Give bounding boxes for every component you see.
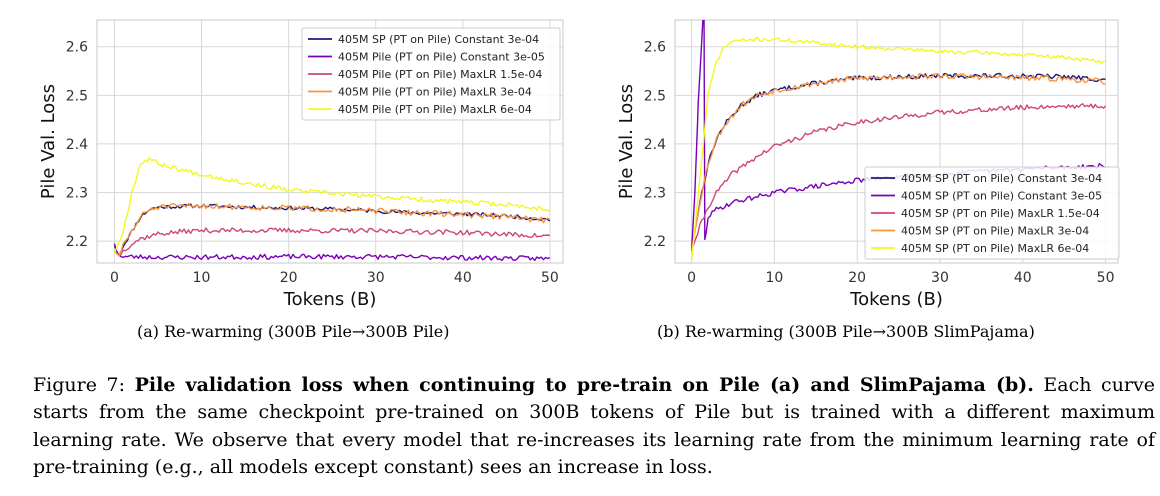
x-tick-label: 40 xyxy=(454,270,472,286)
legend-entry: 405M Pile (PT on Pile) MaxLR 1.5e-04 xyxy=(338,68,542,81)
y-tick-label: 2.6 xyxy=(66,40,88,56)
y-tick-label: 2.4 xyxy=(66,137,88,153)
chart-b: 0 10 20 30 40 50 2.2 2.3 2.4 2.5 2.6 Tokens (B) Pile… xyxy=(616,19,1120,310)
x-tick-label: 10 xyxy=(765,270,783,286)
x-axis-label: Tokens (B) xyxy=(849,289,943,310)
series-line xyxy=(113,202,551,257)
y-tick-label: 2.2 xyxy=(66,234,88,250)
legend-entry: 405M SP (PT on Pile) Constant 3e-04 xyxy=(338,33,539,46)
series-line xyxy=(690,72,1106,251)
y-tick-label: 2.5 xyxy=(644,88,666,104)
y-axis-label: Pile Val. Loss xyxy=(616,84,637,199)
x-tick-label: 0 xyxy=(110,270,119,286)
y-tick-label: 2.2 xyxy=(644,234,666,250)
legend-entry: 405M Pile (PT on Pile) MaxLR 3e-04 xyxy=(338,86,532,99)
legend: 405M SP (PT on Pile) Constant 3e-04 405M … xyxy=(301,27,561,121)
series-line xyxy=(113,157,551,254)
x-tick-label: 20 xyxy=(848,270,866,286)
legend-entry: 405M SP (PT on Pile) MaxLR 6e-04 xyxy=(901,242,1089,255)
x-tick-label: 30 xyxy=(367,270,385,286)
legend-entry: 405M SP (PT on Pile) Constant 3e-05 xyxy=(901,190,1102,203)
legend: 405M SP (PT on Pile) Constant 3e-04 405M … xyxy=(864,166,1120,260)
series-line xyxy=(690,36,1106,261)
legend-box xyxy=(301,27,561,121)
x-tick-label: 30 xyxy=(931,270,949,286)
x-axis-label: Tokens (B) xyxy=(283,289,377,310)
x-tick-label: 0 xyxy=(687,270,696,286)
legend-box xyxy=(864,166,1120,260)
y-tick-label: 2.4 xyxy=(644,137,666,153)
y-tick-label: 2.5 xyxy=(66,88,88,104)
series-line xyxy=(113,243,551,262)
y-axis-label: Pile Val. Loss xyxy=(38,84,59,199)
legend-entry: 405M Pile (PT on Pile) MaxLR 6e-04 xyxy=(338,103,532,116)
chart-a: 0 10 20 30 40 50 2.2 2.3 2.4 2.5 2.6 Tokens (B) Pile… xyxy=(38,19,564,310)
x-tick-label: 10 xyxy=(193,270,211,286)
x-tick-label: 50 xyxy=(1097,270,1115,286)
series-line xyxy=(690,72,1106,251)
y-tick-label: 2.3 xyxy=(66,186,88,202)
caption-text: Each curve starts from the same checkpoi… xyxy=(33,374,1155,479)
x-tick-label: 20 xyxy=(280,270,298,286)
x-tick-label: 50 xyxy=(541,270,559,286)
caption-bold: Pile validation loss when continuing to … xyxy=(134,374,1034,396)
panel-b: 0 10 20 30 40 50 2.2 2.3 2.4 2.5 2.6 Tokens (B) Pile… xyxy=(580,0,1160,345)
panel-a: 0 10 20 30 40 50 2.2 2.3 2.4 2.5 2.6 Tokens (B) Pile… xyxy=(0,0,580,345)
plot-frame xyxy=(674,19,1119,264)
series-line xyxy=(690,103,1107,252)
y-tick-label: 2.6 xyxy=(644,40,666,56)
legend-entry: 405M SP (PT on Pile) Constant 3e-04 xyxy=(901,172,1102,185)
subcaption-a: (a) Re-warming (300B Pile→300B Pile) xyxy=(137,322,450,341)
legend-entry: 405M SP (PT on Pile) MaxLR 1.5e-04 xyxy=(901,207,1100,220)
figure-caption: Figure 7: Pile validation loss when cont… xyxy=(33,372,1155,482)
legend-entry: 405M Pile (PT on Pile) Constant 3e-05 xyxy=(338,51,545,64)
x-tick-label: 40 xyxy=(1014,270,1032,286)
legend-entry: 405M SP (PT on Pile) MaxLR 3e-04 xyxy=(901,225,1089,238)
series-line xyxy=(113,227,551,257)
subcaption-b: (b) Re-warming (300B Pile→300B SlimPajam… xyxy=(657,322,1035,341)
plot-frame xyxy=(96,19,564,264)
caption-label: Figure 7: xyxy=(33,374,126,396)
y-tick-label: 2.3 xyxy=(644,186,666,202)
